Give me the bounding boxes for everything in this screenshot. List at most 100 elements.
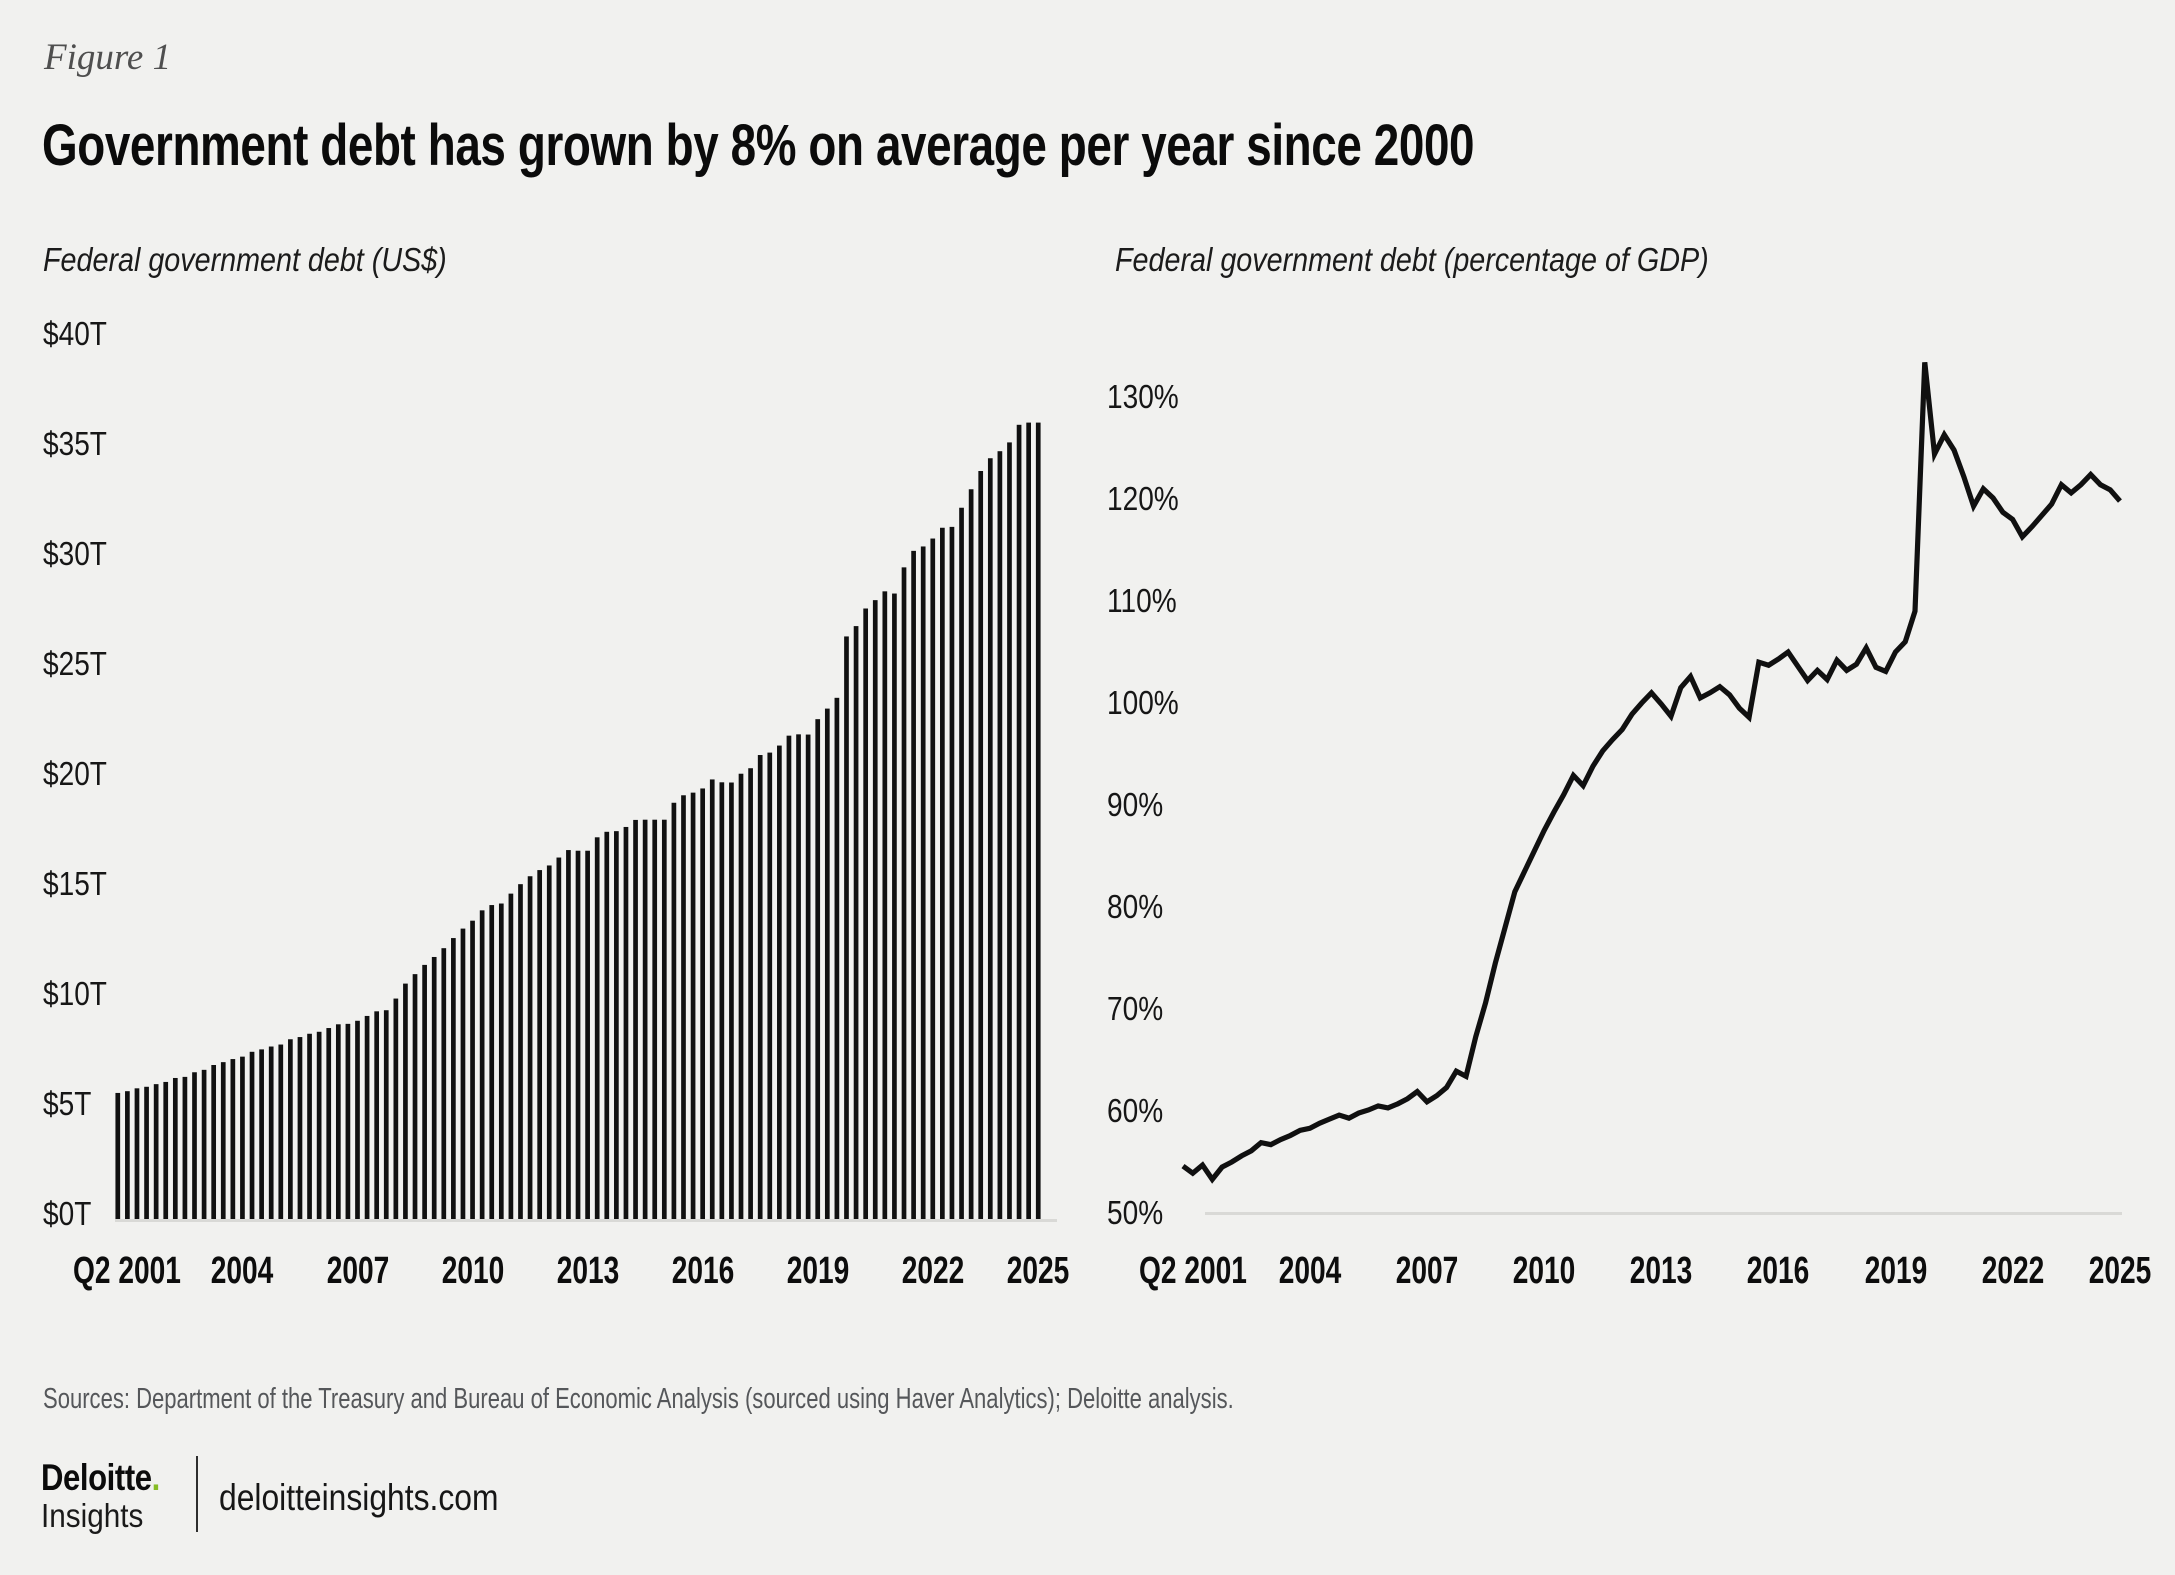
- debt-percent-gdp-line-chart: [1181, 362, 2122, 1215]
- debt-bar: [240, 1056, 245, 1219]
- x-tick-label: 2013: [556, 1250, 619, 1292]
- y-tick-label: 110%: [1107, 582, 1177, 619]
- debt-bar: [853, 626, 859, 1219]
- debt-bar: [978, 471, 984, 1219]
- debt-gdp-line: [1181, 362, 2122, 1184]
- right-chart-subtitle: Federal government debt (percentage of G…: [1115, 241, 1709, 278]
- federal-debt-bar-chart: [115, 422, 1057, 1222]
- y-tick-label: 50%: [1107, 1194, 1164, 1231]
- debt-bar: [824, 708, 830, 1219]
- debt-bar: [144, 1086, 149, 1219]
- debt-bar: [834, 697, 840, 1219]
- debt-bar: [374, 1011, 380, 1219]
- y-tick-label: $5T: [43, 1085, 92, 1122]
- x-tick-label: 2010: [441, 1250, 504, 1292]
- x-tick-label: 2004: [211, 1250, 274, 1292]
- debt-bar: [364, 1015, 370, 1219]
- debt-bar: [220, 1062, 226, 1219]
- y-tick-label: 60%: [1107, 1092, 1164, 1129]
- debt-bar: [546, 865, 552, 1219]
- x-tick-label: 2019: [786, 1250, 849, 1292]
- y-tick-label: $10T: [43, 975, 107, 1012]
- debt-bar: [163, 1081, 169, 1219]
- website-link[interactable]: deloitteinsights.com: [219, 1477, 499, 1518]
- deloitte-wordmark: Deloitte.: [41, 1457, 160, 1499]
- debt-bar: [527, 876, 533, 1219]
- debt-bar: [403, 983, 408, 1219]
- debt-bar: [288, 1039, 293, 1219]
- debt-bar: [614, 831, 619, 1219]
- debt-bar: [278, 1044, 284, 1219]
- debt-bar: [1007, 442, 1012, 1219]
- debt-bar: [623, 826, 629, 1219]
- debt-bar: [182, 1076, 188, 1219]
- debt-bar: [297, 1037, 303, 1219]
- debt-bar: [949, 526, 955, 1219]
- debt-bar: [192, 1072, 197, 1219]
- debt-bar: [115, 1092, 121, 1219]
- x-tick-label: 2025: [2088, 1250, 2152, 1292]
- debt-bar: [968, 489, 974, 1219]
- debt-bar: [355, 1020, 360, 1219]
- y-tick-label: $20T: [43, 755, 107, 792]
- debt-bar: [796, 734, 801, 1219]
- debt-bar: [556, 857, 562, 1219]
- debt-bar: [153, 1084, 159, 1219]
- insights-wordmark: Insights: [41, 1497, 144, 1534]
- debt-bar: [748, 768, 753, 1219]
- debt-bar: [786, 735, 792, 1219]
- debt-bar: [345, 1023, 351, 1219]
- x-tick-label: 2004: [1278, 1250, 1342, 1292]
- debt-bar: [681, 795, 686, 1219]
- y-tick-label: $40T: [43, 315, 107, 352]
- debt-bar: [585, 850, 590, 1219]
- debt-bar: [729, 782, 734, 1219]
- debt-bar: [940, 527, 945, 1219]
- debt-bar: [892, 593, 897, 1219]
- debt-bar: [518, 884, 523, 1219]
- debt-bar: [172, 1077, 178, 1219]
- debt-bar: [537, 870, 543, 1219]
- y-tick-label: $30T: [43, 535, 107, 572]
- debt-bar: [652, 819, 658, 1219]
- x-tick-label: 2019: [1864, 1250, 1927, 1292]
- debt-bar: [633, 819, 638, 1219]
- x-tick-label: 2016: [671, 1250, 734, 1292]
- debt-bar: [393, 998, 399, 1219]
- y-tick-label: $25T: [43, 645, 107, 682]
- x-tick-label: 2010: [1512, 1250, 1576, 1292]
- debt-bar: [690, 792, 696, 1219]
- debt-bar: [412, 974, 418, 1219]
- debt-bar: [719, 782, 725, 1219]
- debt-bar: [1026, 422, 1031, 1220]
- deloitte-green-dot: .: [151, 1457, 161, 1498]
- debt-bar: [268, 1046, 274, 1219]
- debt-bar: [307, 1033, 312, 1219]
- debt-bar: [508, 893, 514, 1219]
- left-chart-subtitle: Federal government debt (US$): [43, 241, 447, 278]
- debt-bar: [451, 938, 456, 1219]
- debt-bar: [422, 964, 427, 1219]
- y-tick-label: $15T: [43, 865, 107, 902]
- debt-bar: [134, 1088, 140, 1219]
- debt-bar: [777, 745, 782, 1219]
- y-tick-label: 120%: [1107, 480, 1179, 517]
- debt-bar: [805, 734, 811, 1219]
- debt-bar: [920, 546, 926, 1219]
- debt-bar: [326, 1028, 332, 1219]
- debt-bar: [604, 831, 610, 1219]
- debt-bar: [882, 591, 888, 1219]
- debt-bar: [738, 773, 744, 1219]
- x-tick-label: 2022: [1981, 1250, 2044, 1292]
- x-tick-label: 2007: [326, 1250, 389, 1292]
- debt-bar: [757, 755, 763, 1219]
- x-tick-label: 2022: [901, 1250, 965, 1292]
- x-tick-label: 2025: [1006, 1250, 1070, 1292]
- debt-bar: [959, 507, 964, 1219]
- figure-label: Figure 1: [44, 37, 172, 78]
- debt-bar: [1035, 422, 1041, 1220]
- y-tick-label: 90%: [1107, 786, 1164, 823]
- debt-bar: [259, 1049, 264, 1219]
- deloitte-wordmark-text: Deloitte: [41, 1457, 152, 1498]
